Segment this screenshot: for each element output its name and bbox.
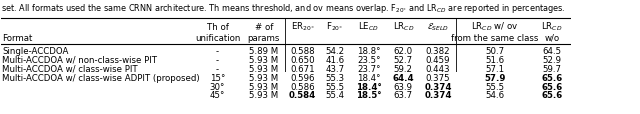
Text: Multi-ACCDOA w/ non-class-wise PIT: Multi-ACCDOA w/ non-class-wise PIT: [3, 55, 157, 64]
Text: 0.374: 0.374: [424, 91, 452, 100]
Text: 64.4: 64.4: [392, 73, 414, 82]
Text: 0.586: 0.586: [290, 82, 315, 91]
Text: Single-ACCDOA: Single-ACCDOA: [3, 47, 68, 56]
Text: 52.9: 52.9: [543, 55, 562, 64]
Text: 18.5°: 18.5°: [356, 91, 381, 100]
Text: -: -: [216, 47, 219, 56]
Text: 54.2: 54.2: [326, 47, 345, 56]
Text: 62.0: 62.0: [394, 47, 413, 56]
Text: from the same class: from the same class: [451, 34, 539, 42]
Text: LR$_{CD}$: LR$_{CD}$: [541, 21, 563, 33]
Text: 55.3: 55.3: [326, 73, 345, 82]
Text: unification: unification: [195, 34, 240, 42]
Text: 65.6: 65.6: [541, 73, 563, 82]
Text: 15°: 15°: [210, 73, 225, 82]
Text: 41.6: 41.6: [326, 55, 345, 64]
Text: LR$_{CD}$ w/ ov: LR$_{CD}$ w/ ov: [471, 21, 519, 33]
Text: Th of: Th of: [207, 22, 228, 31]
Text: 0.443: 0.443: [426, 64, 450, 73]
Text: 5.89 M: 5.89 M: [249, 47, 278, 56]
Text: LR$_{CD}$: LR$_{CD}$: [392, 21, 414, 33]
Text: 63.7: 63.7: [394, 91, 413, 100]
Text: Format: Format: [3, 34, 33, 42]
Text: 57.9: 57.9: [484, 73, 506, 82]
Text: 23.7°: 23.7°: [357, 64, 380, 73]
Text: 43.7: 43.7: [326, 64, 345, 73]
Text: 0.596: 0.596: [290, 73, 315, 82]
Text: -: -: [216, 64, 219, 73]
Text: 0.459: 0.459: [426, 55, 450, 64]
Text: 64.5: 64.5: [543, 47, 562, 56]
Text: Multi-ACCDOA w/ class-wise ADPIT (proposed): Multi-ACCDOA w/ class-wise ADPIT (propos…: [3, 73, 200, 82]
Text: 50.7: 50.7: [486, 47, 504, 56]
Text: 5.93 M: 5.93 M: [249, 55, 278, 64]
Text: 18.4°: 18.4°: [356, 82, 381, 91]
Text: Multi-ACCDOA w/ class-wise PIT: Multi-ACCDOA w/ class-wise PIT: [3, 64, 138, 73]
Text: 55.4: 55.4: [326, 91, 345, 100]
Text: 52.7: 52.7: [394, 55, 413, 64]
Text: 0.650: 0.650: [290, 55, 315, 64]
Text: 45°: 45°: [210, 91, 225, 100]
Text: params: params: [248, 34, 280, 42]
Text: # of: # of: [255, 22, 273, 31]
Text: 0.588: 0.588: [290, 47, 315, 56]
Text: 18.8°: 18.8°: [357, 47, 380, 56]
Text: 5.93 M: 5.93 M: [249, 82, 278, 91]
Text: 51.6: 51.6: [486, 55, 504, 64]
Text: 0.671: 0.671: [290, 64, 315, 73]
Text: 0.584: 0.584: [289, 91, 316, 100]
Text: 18.4°: 18.4°: [357, 73, 380, 82]
Text: 55.5: 55.5: [486, 82, 504, 91]
Text: $\mathcal{E}_{SELD}$: $\mathcal{E}_{SELD}$: [427, 21, 449, 33]
Text: 5.93 M: 5.93 M: [249, 91, 278, 100]
Text: 57.1: 57.1: [486, 64, 504, 73]
Text: 5.93 M: 5.93 M: [249, 64, 278, 73]
Text: ER$_{20°}$: ER$_{20°}$: [291, 21, 314, 33]
Text: 0.374: 0.374: [424, 82, 452, 91]
Text: -: -: [216, 55, 219, 64]
Text: 65.6: 65.6: [541, 91, 563, 100]
Text: 63.9: 63.9: [394, 82, 413, 91]
Text: 30°: 30°: [210, 82, 225, 91]
Text: w/o: w/o: [545, 34, 560, 42]
Text: 0.375: 0.375: [426, 73, 450, 82]
Text: 65.6: 65.6: [541, 82, 563, 91]
Text: set. All formats used the same CRNN architecture. Th means threshold, and ov mea: set. All formats used the same CRNN arch…: [1, 2, 565, 15]
Text: 55.5: 55.5: [326, 82, 345, 91]
Text: 59.7: 59.7: [543, 64, 562, 73]
Text: LE$_{CD}$: LE$_{CD}$: [358, 21, 379, 33]
Text: 0.382: 0.382: [426, 47, 450, 56]
Text: 54.6: 54.6: [486, 91, 504, 100]
Text: 59.2: 59.2: [394, 64, 413, 73]
Text: 5.93 M: 5.93 M: [249, 73, 278, 82]
Text: 23.5°: 23.5°: [357, 55, 380, 64]
Text: F$_{20°}$: F$_{20°}$: [326, 21, 344, 33]
